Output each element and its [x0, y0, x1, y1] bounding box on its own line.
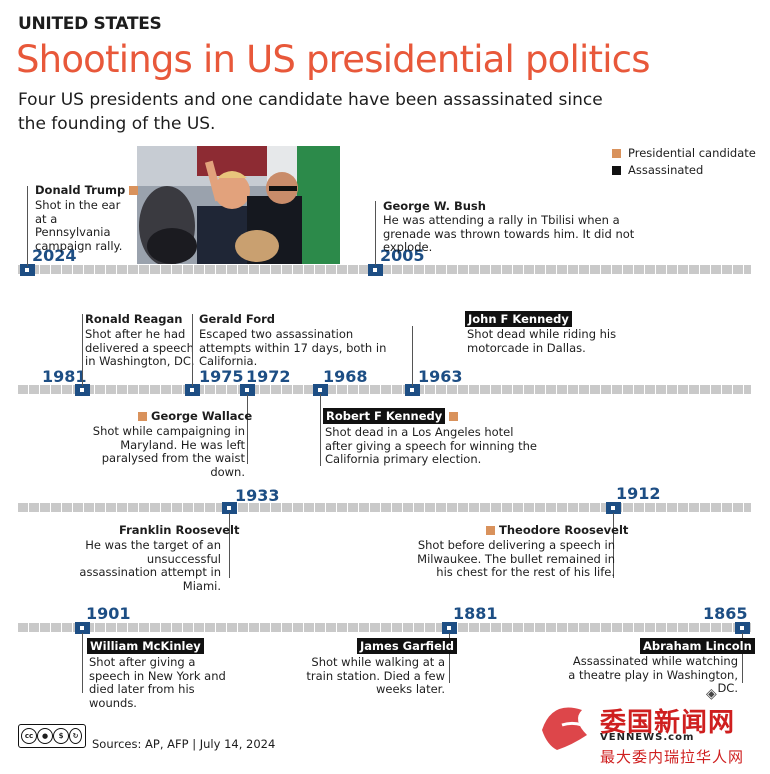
timeline-bar-1: [18, 265, 751, 274]
connector-line: [247, 394, 248, 464]
year-label-1933: 1933: [235, 486, 280, 505]
timeline-marker-1912: [606, 502, 621, 514]
sources-line: Sources: AP, AFP | July 14, 2024: [92, 737, 276, 751]
event-name-teddy: Theodore Roosevelt: [486, 523, 628, 537]
event-desc-trump: Shot in the ear at a Pennsylvania campai…: [35, 198, 123, 253]
event-desc-garfield: Shot while walking at a train station. D…: [306, 655, 445, 696]
watermark-url: VENNEWS.com: [600, 732, 695, 743]
legend-assassinated-label: Assassinated: [628, 163, 704, 177]
year-label-1912: 1912: [616, 484, 661, 503]
legend-candidate: Presidential candidate: [612, 146, 756, 160]
event-desc-wallace: Shot while campaigning in Maryland. He w…: [92, 424, 245, 479]
year-label-1901: 1901: [86, 604, 131, 623]
watermark-brand: 委国新闻网: [600, 708, 736, 738]
connector-line: [82, 314, 83, 386]
watermark-sub: 最大委内瑞拉华人网: [600, 748, 745, 766]
timeline-marker-1981: [75, 384, 90, 396]
year-label-1865: 1865: [703, 604, 748, 623]
event-name-ford: Gerald Ford: [199, 312, 276, 326]
year-label-1981: 1981: [42, 367, 87, 386]
assassinated-name-box: Robert F Kennedy: [323, 408, 446, 424]
event-name-fdr: Franklin Roosevelt: [119, 523, 240, 537]
candidate-marker: [138, 412, 147, 421]
connector-line: [27, 186, 28, 266]
event-name-jfk: John F Kennedy: [465, 311, 572, 327]
timeline-marker-1975: [185, 384, 200, 396]
timeline-marker-1972: [240, 384, 255, 396]
connector-line: [82, 633, 83, 693]
event-desc-fdr: He was the target of an unsuccessful ass…: [79, 538, 221, 593]
timeline-marker-2005: [368, 264, 383, 276]
event-desc-jfk: Shot dead while riding his motorcade in …: [467, 327, 617, 355]
event-name-trump: Donald Trump: [35, 183, 139, 197]
assassinated-swatch: [612, 165, 621, 175]
page-title: Shootings in US presidential politics: [16, 38, 651, 81]
timeline-bar-3: [18, 503, 751, 512]
candidate-marker: [449, 412, 459, 421]
event-desc-lincoln: Assassinated while watching a theatre pl…: [568, 654, 738, 695]
year-label-1968: 1968: [323, 367, 368, 386]
timeline-marker-1963: [405, 384, 420, 396]
sa-icon: ↻: [69, 728, 82, 744]
timeline-marker-1901: [75, 622, 90, 634]
year-label-2024: 2024: [32, 246, 77, 265]
connector-line: [449, 633, 450, 683]
year-label-1881: 1881: [453, 604, 498, 623]
timeline-marker-1933: [222, 502, 237, 514]
nc-icon: $: [53, 728, 69, 744]
event-name-bush: George W. Bush: [383, 199, 486, 213]
cc-icon: cc: [21, 728, 37, 744]
year-label-2005: 2005: [380, 246, 425, 265]
connector-line: [742, 633, 743, 683]
trump-rally-photo: [137, 146, 340, 264]
event-desc-mckinley: Shot after giving a speech in New York a…: [89, 655, 226, 710]
candidate-marker: [129, 186, 139, 195]
connector-line: [192, 314, 193, 386]
event-desc-teddy: Shot before delivering a speech in Milwa…: [417, 538, 615, 579]
connector-line: [229, 513, 230, 578]
timeline-marker-1968: [313, 384, 328, 396]
event-desc-rfk: Shot dead in a Los Angeles hotel after g…: [325, 425, 537, 466]
legend: Presidential candidate Assassinated: [612, 146, 756, 180]
timeline-bar-4: [18, 623, 751, 632]
event-name-lincoln: Abraham Lincoln: [640, 638, 755, 654]
candidate-swatch: [612, 148, 621, 158]
timeline-marker-2024: [20, 264, 35, 276]
event-name-garfield: James Garfield: [357, 638, 458, 654]
candidate-marker: [486, 526, 495, 535]
legend-candidate-label: Presidential candidate: [628, 146, 756, 160]
year-label-1963: 1963: [418, 367, 463, 386]
event-desc-ford: Escaped two assassination attempts withi…: [199, 327, 387, 368]
event-name-reagan: Ronald Reagan: [85, 312, 183, 326]
connector-line: [613, 513, 614, 578]
event-name-mckinley: William McKinley: [87, 638, 204, 654]
page-subtitle: Four US presidents and one candidate hav…: [18, 90, 603, 134]
event-desc-bush: He was attending a rally in Tbilisi when…: [383, 213, 635, 254]
event-desc-reagan: Shot after he had delivered a speech in …: [85, 327, 195, 368]
timeline-marker-1881: [442, 622, 457, 634]
year-label-1972: 1972: [246, 367, 291, 386]
event-name-wallace: George Wallace: [138, 409, 252, 423]
creative-commons-badge: cc ● $ ↻: [18, 724, 86, 748]
event-name-rfk: Robert F Kennedy: [323, 408, 459, 424]
connector-line: [412, 326, 413, 386]
timeline-marker-1865: [735, 622, 750, 634]
year-label-1975: 1975: [199, 367, 244, 386]
by-icon: ●: [37, 728, 53, 744]
timeline-bar-2: [18, 385, 751, 394]
watermark-logo: [532, 690, 768, 770]
legend-assassinated: Assassinated: [612, 163, 756, 177]
al-jazeera-logo-icon: ◈: [706, 686, 717, 702]
kicker: UNITED STATES: [18, 14, 162, 34]
connector-line: [375, 201, 376, 265]
connector-line: [320, 394, 321, 466]
